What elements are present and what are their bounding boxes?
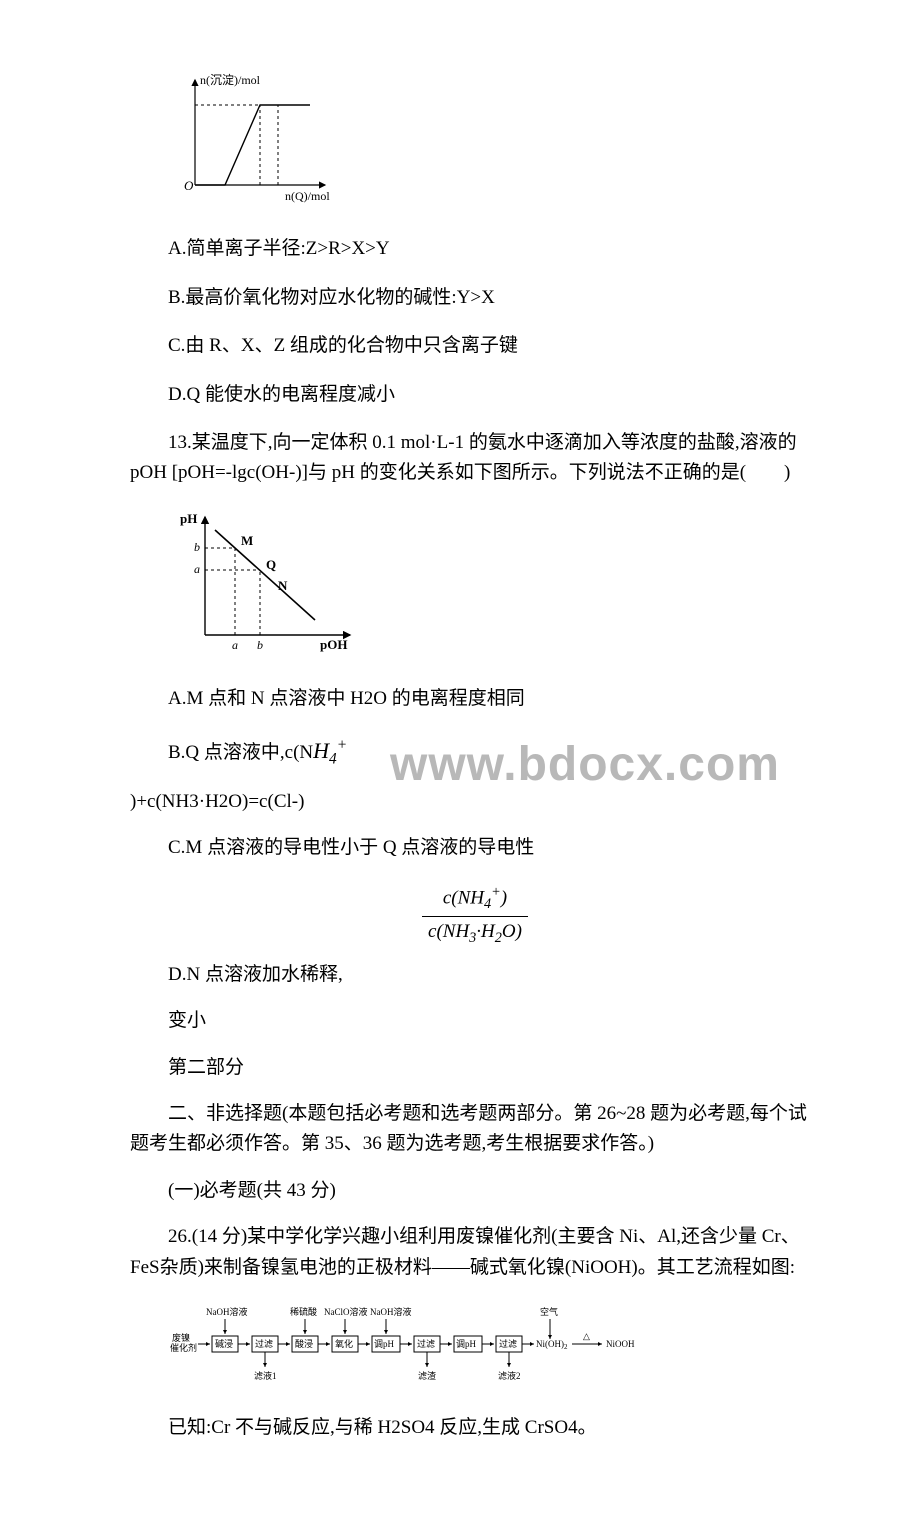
q12-option-a: A.简单离子半径:Z>R>X>Y [130, 234, 820, 264]
q13-option-b-line2: )+c(NH3·H2O)=c(Cl-) [130, 787, 820, 817]
q12-option-d: D.Q 能使水的电离程度减小 [130, 380, 820, 410]
q13-stem: 13.某温度下,向一定体积 0.1 mol·L-1 的氨水中逐滴加入等浓度的盐酸… [130, 428, 820, 489]
q13-figure: M Q N a b a b pH pOH [170, 505, 820, 670]
q13-option-d-prefix: D.N 点溶液加水稀释, [130, 960, 820, 990]
frac-num: c(NH4+) [422, 881, 528, 917]
svg-text:pOH: pOH [320, 637, 347, 652]
svg-text:滤液1: 滤液1 [254, 1370, 277, 1381]
q13-option-b-line1: B.Q 点溶液中,c(NH4+ [130, 733, 820, 772]
svg-text:N: N [278, 578, 288, 593]
svg-text:b: b [257, 638, 263, 652]
svg-text:M: M [241, 533, 253, 548]
part2-instructions: 二、非选择题(本题包括必考题和选考题两部分。第 26~28 题为必考题,每个试题… [130, 1099, 820, 1160]
nh4-formula: H4+ [313, 738, 347, 763]
svg-text:氧化: 氧化 [335, 1338, 353, 1349]
svg-text:a: a [194, 562, 200, 576]
q12-xlabel: n(Q)/mol [285, 189, 330, 203]
svg-text:△: △ [583, 1331, 590, 1341]
svg-text:酸浸: 酸浸 [295, 1339, 313, 1349]
part2-heading: 第二部分 [130, 1053, 820, 1083]
part2-required-label: (一)必考题(共 43 分) [130, 1176, 820, 1206]
svg-text:稀硫酸: 稀硫酸 [290, 1306, 317, 1317]
svg-text:废镍: 废镍 [172, 1332, 190, 1343]
svg-text:碱浸: 碱浸 [215, 1339, 233, 1349]
svg-text:O: O [184, 178, 194, 193]
q12-ylabel: n(沉淀)/mol [200, 73, 261, 87]
svg-text:b: b [194, 540, 200, 554]
svg-text:滤液2: 滤液2 [498, 1370, 521, 1381]
q13-option-a: A.M 点和 N 点溶液中 H2O 的电离程度相同 [130, 684, 820, 714]
q13-chart-svg: M Q N a b a b pH pOH [170, 505, 370, 660]
q13-d-fraction: c(NH4+) c(NH3·H2O) [130, 881, 820, 950]
svg-text:调pH: 调pH [456, 1339, 477, 1349]
flowchart-svg: 废镍 催化剂 碱浸 NaOH溶液 过滤 滤液1 酸浸 稀硫酸 氧化 NaClO溶… [170, 1299, 650, 1389]
svg-text:过滤: 过滤 [417, 1338, 435, 1349]
q26-known: 已知:Cr 不与碱反应,与稀 H2SO4 反应,生成 CrSO4。 [130, 1413, 820, 1443]
q26-stem: 26.(14 分)某中学化学兴趣小组利用废镍催化剂(主要含 Ni、Al,还含少量… [130, 1222, 820, 1283]
svg-text:调pH: 调pH [374, 1339, 395, 1349]
svg-text:Q: Q [266, 557, 276, 572]
q12-option-b: B.最高价氧化物对应水化物的碱性:Y>X [130, 283, 820, 313]
q12-option-c: C.由 R、X、Z 组成的化合物中只含离子键 [130, 331, 820, 361]
svg-text:空气: 空气 [540, 1306, 558, 1317]
svg-text:NaClO溶液: NaClO溶液 [324, 1306, 368, 1317]
svg-text:NaOH溶液: NaOH溶液 [370, 1306, 412, 1317]
frac-den: c(NH3·H2O) [422, 917, 528, 950]
svg-text:NaOH溶液: NaOH溶液 [206, 1306, 248, 1317]
q12-figure: n(沉淀)/mol n(Q)/mol O [170, 70, 820, 220]
q13-option-d-suffix: 变小 [130, 1006, 820, 1036]
svg-text:过滤: 过滤 [499, 1338, 517, 1349]
q26-flowchart: 废镍 催化剂 碱浸 NaOH溶液 过滤 滤液1 酸浸 稀硫酸 氧化 NaClO溶… [170, 1299, 820, 1399]
svg-text:NiOOH: NiOOH [606, 1339, 635, 1349]
q13-option-c: C.M 点溶液的导电性小于 Q 点溶液的导电性 [130, 833, 820, 863]
svg-text:催化剂: 催化剂 [170, 1342, 197, 1353]
q12-chart-svg: n(沉淀)/mol n(Q)/mol O [170, 70, 360, 210]
q13-b-prefix: B.Q 点溶液中,c(N [168, 742, 313, 763]
svg-text:滤渣: 滤渣 [418, 1370, 436, 1381]
svg-text:pH: pH [180, 511, 197, 526]
svg-text:Ni(OH)2: Ni(OH)2 [536, 1339, 568, 1351]
svg-text:a: a [232, 638, 238, 652]
svg-text:过滤: 过滤 [255, 1338, 273, 1349]
